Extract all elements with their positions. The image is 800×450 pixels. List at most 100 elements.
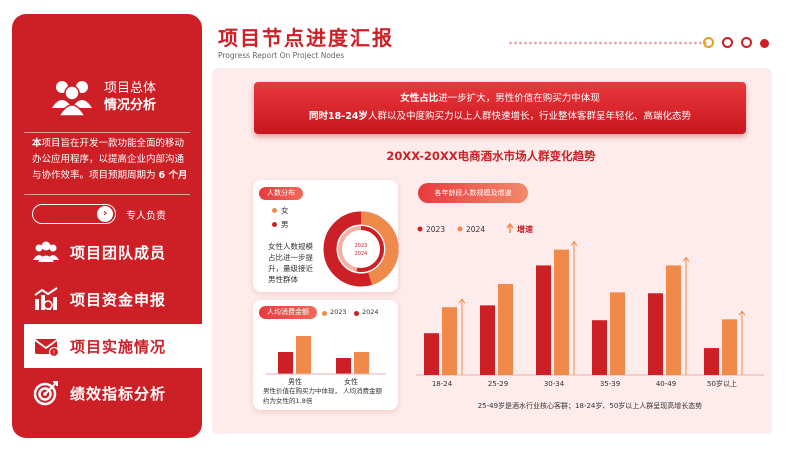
- growth-arrow-head-50岁以上: [738, 310, 746, 316]
- legend-2023-dot: [322, 311, 327, 316]
- nav-label: 项目实施情况: [70, 338, 167, 356]
- growth-arrow-head-40-49: [682, 256, 690, 262]
- nav-item-funding[interactable]: 项目资金申报: [12, 277, 202, 321]
- legend-dot-2023: [417, 226, 423, 232]
- male-note: 男性价值在购买力中体现，: [263, 387, 341, 395]
- bar-2023-30-34: [536, 265, 551, 375]
- spend-bar-female-2024: [354, 352, 369, 374]
- circle-icon: [703, 37, 714, 48]
- age-bar-chart: 2023 2024 增速 18-24 25-29 30-34 35-39 40-49 50岁以上: [416, 222, 764, 388]
- bar-2024-18-24: [442, 307, 457, 375]
- desc-text: 项目旨在开发一款功能全面的移动办公应用程序，以提高企业内部沟通与协作效率。项目预…: [32, 138, 185, 181]
- page-title: 项目节点进度汇报: [218, 26, 394, 50]
- growth-arrow-head-30-34: [570, 240, 578, 246]
- team-icon: [33, 241, 59, 262]
- mail-icon: !: [34, 339, 60, 358]
- female-note: 人均消费金额: [343, 387, 382, 395]
- target-icon: [33, 381, 58, 406]
- toggle-label: 专人负责: [126, 211, 166, 222]
- gender-note: 女性人数规模占比进一步提升，量级接近男性群体: [268, 242, 313, 284]
- nav-item-team[interactable]: 项目团队成员: [12, 230, 202, 274]
- gender-donut-chart: 2023 2024: [323, 211, 399, 287]
- x-tick-label: 30-34: [544, 380, 565, 388]
- desc-bold: 本: [32, 138, 42, 149]
- spend-bar-male-2023: [278, 352, 293, 374]
- legend-male-dot: [272, 222, 277, 227]
- banner-bold: 同时18-24岁: [309, 111, 368, 122]
- male-label: 男性: [288, 378, 302, 386]
- bar-2023-18-24: [424, 333, 439, 375]
- legend-label-2024: 2024: [466, 225, 485, 234]
- nav-item-implementation[interactable]: ! 项目实施情况: [24, 324, 202, 368]
- spend-bar-male-2024: [296, 336, 311, 374]
- bar-2023-35-39: [592, 320, 607, 375]
- donut-year2: 2024: [355, 251, 368, 257]
- banner-line2: 同时18-24岁人群以及中度购买力以上人群快速增长，行业整体客群呈年轻化、高端化…: [254, 108, 746, 126]
- market-title: 20XX-20XX电商酒水市场人群变化趋势: [386, 149, 596, 163]
- circle-icon: [741, 37, 752, 48]
- legend-female-dot: [272, 208, 277, 213]
- bar-2024-25-29: [498, 284, 513, 375]
- project-description: 本项目旨在开发一款功能全面的移动办公应用程序，以提高企业内部沟通与协作效率。项目…: [32, 136, 192, 184]
- sidebar-title-line2: 情况分析: [104, 98, 157, 113]
- spend-pill: 人均消费金额: [259, 306, 317, 319]
- chevron-right-icon: ›: [97, 206, 113, 222]
- x-tick-label: 35-39: [600, 380, 620, 388]
- decorative-dots: [508, 40, 708, 46]
- circle-icon: [722, 37, 733, 48]
- banner-line1: 女性占比进一步扩大，男性价值在购买力中体现: [254, 90, 746, 108]
- bar-2024-50岁以上: [722, 319, 737, 375]
- circle-icon: [760, 39, 769, 48]
- x-tick-label: 25-29: [488, 380, 508, 388]
- spend-bar-female-2023: [336, 358, 351, 374]
- people-icon: [52, 81, 92, 117]
- growth-arrow-head-18-24: [458, 298, 466, 304]
- svg-text:!: !: [53, 350, 55, 357]
- legend-2023: 2023: [330, 308, 347, 316]
- banner-bold: 女性占比: [400, 93, 439, 104]
- gender-pill: 人数分布: [259, 187, 303, 200]
- bar-2023-40-49: [648, 293, 663, 375]
- nav-label: 项目团队成员: [70, 244, 167, 262]
- responsible-toggle[interactable]: ›: [32, 204, 116, 224]
- x-tick-label: 50岁以上: [707, 379, 737, 388]
- page-subtitle: Progress Report On Project Nodes: [218, 51, 345, 60]
- nav-label: 绩效指标分析: [70, 385, 167, 403]
- legend-label-2023: 2023: [426, 225, 445, 234]
- x-tick-label: 40-49: [656, 380, 676, 388]
- banner-text: 人群以及中度购买力以上人群快速增长，行业整体客群呈年轻化、高端化态势: [367, 111, 691, 122]
- funding-icon: [34, 287, 58, 310]
- spend-bar-chart: [266, 336, 386, 375]
- legend-dot-2024: [457, 226, 463, 232]
- bar-2023-50岁以上: [704, 348, 719, 375]
- banner-text: 进一步扩大，男性价值在购买力中体现: [438, 93, 600, 104]
- x-tick-label: 18-24: [432, 380, 453, 388]
- chart-title-pill: 各年龄段人数规模及增速: [418, 183, 528, 203]
- legend-2024-dot: [354, 311, 359, 316]
- divider: [24, 194, 190, 195]
- divider: [24, 132, 190, 133]
- sidebar-title: 项目总体 情况分析: [104, 80, 156, 114]
- growth-arrow-icon: [506, 222, 514, 233]
- bar-2023-25-29: [480, 305, 495, 375]
- donut-inner-arc: [338, 226, 384, 272]
- male-note2: 约为女性的1.8倍: [263, 397, 313, 405]
- bar-2024-30-34: [554, 249, 569, 375]
- bar-2024-40-49: [666, 265, 681, 375]
- summary-banner: 女性占比进一步扩大，男性价值在购买力中体现 同时18-24岁人群以及中度购买力以…: [254, 82, 746, 134]
- sidebar: 项目总体 情况分析 本项目旨在开发一款功能全面的移动办公应用程序，以提高企业内部…: [12, 14, 202, 438]
- donut-year1: 2023: [355, 243, 368, 249]
- legend-female: 女: [281, 206, 289, 215]
- sidebar-title-line1: 项目总体: [104, 81, 157, 96]
- female-label: 女性: [344, 378, 358, 386]
- legend-growth-label: 增速: [517, 224, 533, 234]
- donut-female-arc: [323, 211, 399, 287]
- legend-2024: 2024: [362, 308, 379, 316]
- sidebar-header: 项目总体 情况分析: [12, 72, 202, 132]
- nav-label: 项目资金申报: [70, 291, 167, 309]
- legend-male: 男: [281, 220, 289, 229]
- chart-caption: 25-49岁是酒水行业核心客群；18-24岁、50岁以上人群呈现高增长态势: [477, 402, 703, 410]
- bar-2024-35-39: [610, 292, 625, 375]
- nav-item-performance[interactable]: 绩效指标分析: [12, 371, 202, 415]
- desc-period: 6 个月: [158, 170, 188, 181]
